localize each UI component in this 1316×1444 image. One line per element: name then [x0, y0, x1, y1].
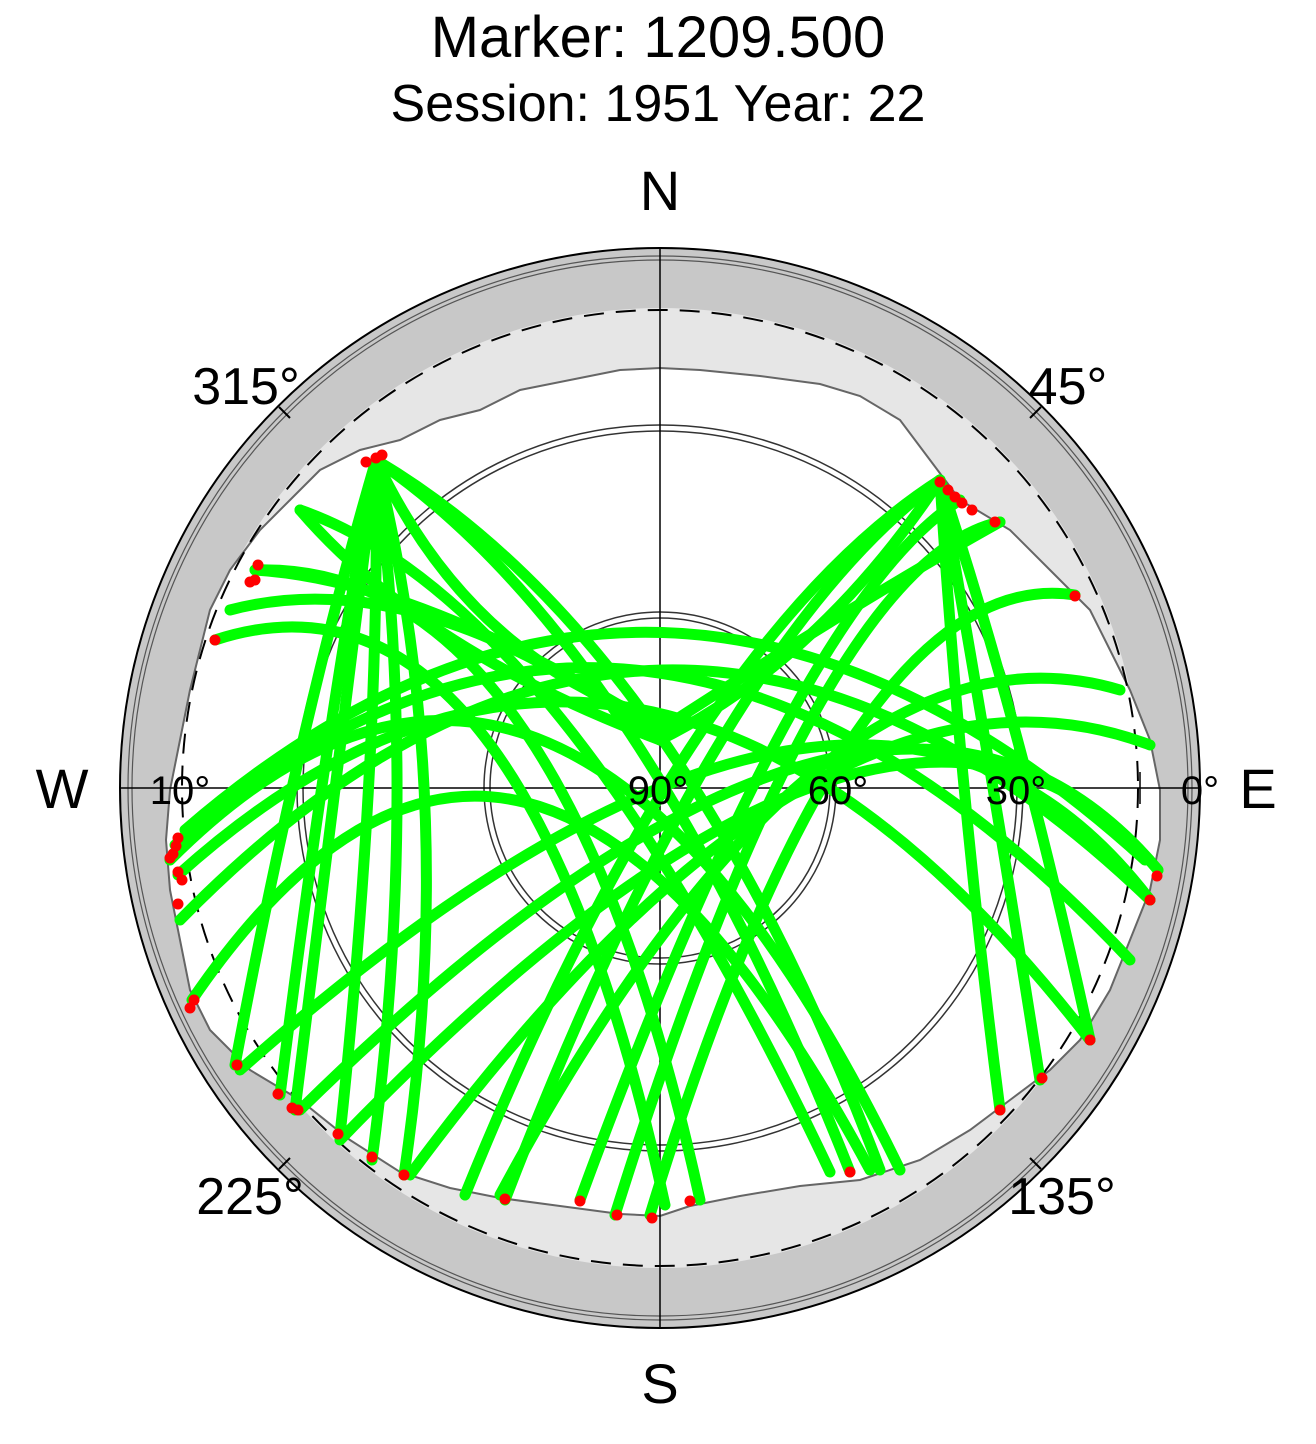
satellite-track	[249, 564, 706, 1206]
elevation-label-30: 30°	[986, 769, 1047, 813]
satellite-track	[174, 664, 1156, 926]
track-endpoint	[244, 576, 256, 588]
satellite-track	[224, 593, 666, 746]
cardinal-east: E	[1239, 757, 1276, 820]
track-endpoint	[292, 1104, 304, 1116]
elevation-label-60: 60°	[808, 769, 869, 813]
cardinal-south: S	[641, 1352, 678, 1415]
track-endpoint	[499, 1193, 511, 1205]
track-endpoint	[366, 1151, 378, 1163]
azimuth-label-45: 45°	[1029, 358, 1108, 416]
track-endpoint	[164, 852, 176, 864]
satellite-track	[186, 790, 876, 1176]
tick-135	[1029, 1157, 1042, 1170]
satellite-track	[294, 504, 836, 1178]
elevation-label-0: 0°	[1181, 769, 1219, 813]
satellite-track	[654, 516, 1006, 736]
elevation-label-10: 10°	[150, 769, 211, 813]
azimuth-label-315: 315°	[192, 358, 300, 416]
track-endpoint	[994, 1104, 1006, 1116]
track-endpoint	[611, 1209, 623, 1221]
satellite-track	[574, 494, 966, 1206]
satellite-tracks	[164, 454, 1164, 1221]
track-endpoint	[942, 484, 954, 496]
tick-45	[1029, 406, 1042, 419]
track-endpoint	[209, 634, 221, 646]
track-endpoint	[646, 1212, 658, 1224]
satellite-track	[164, 714, 906, 1176]
cardinal-west: W	[36, 757, 89, 820]
track-endpoint	[1084, 1034, 1096, 1046]
chart-title: Marker: 1209.500	[430, 5, 886, 70]
track-endpoint	[1069, 590, 1081, 602]
track-endpoint	[1036, 1072, 1048, 1084]
satellite-track	[209, 621, 671, 1211]
track-endpoint	[966, 504, 978, 516]
satellite-track	[644, 587, 1081, 1221]
tick-315	[278, 406, 291, 419]
track-endpoint	[844, 1166, 856, 1178]
satellite-track	[459, 474, 946, 1201]
track-endpoint	[934, 476, 946, 488]
chart-subtitle: Session: 1951 Year: 22	[390, 75, 926, 133]
track-endpoint	[1151, 870, 1163, 882]
satellite-track	[494, 672, 1126, 1201]
satellite-track	[499, 474, 946, 1206]
track-endpoint	[252, 559, 264, 571]
track-endpoint	[360, 456, 372, 468]
track-endpoint	[684, 1195, 696, 1207]
track-endpoint	[231, 1059, 243, 1071]
track-endpoint	[376, 449, 388, 461]
track-endpoint	[1144, 894, 1156, 906]
track-endpoint	[176, 874, 188, 886]
track-endpoint	[574, 1195, 586, 1207]
track-endpoint	[956, 497, 968, 509]
track-endpoint	[272, 1088, 284, 1100]
track-endpoint	[398, 1169, 410, 1181]
track-endpoint	[332, 1128, 344, 1140]
elevation-label-90: 90°	[628, 769, 689, 813]
track-endpoint	[172, 898, 184, 910]
tick-225	[278, 1157, 291, 1170]
azimuth-label-225: 225°	[196, 1168, 304, 1226]
track-endpoints	[164, 449, 1163, 1224]
track-endpoint	[989, 516, 1001, 528]
azimuth-label-135: 135°	[1008, 1168, 1116, 1226]
cardinal-north: N	[640, 159, 680, 222]
satellite-track	[179, 626, 1151, 866]
satellite-track	[172, 696, 1096, 1046]
track-endpoint	[184, 1002, 196, 1014]
satellite-track	[934, 474, 1006, 1116]
